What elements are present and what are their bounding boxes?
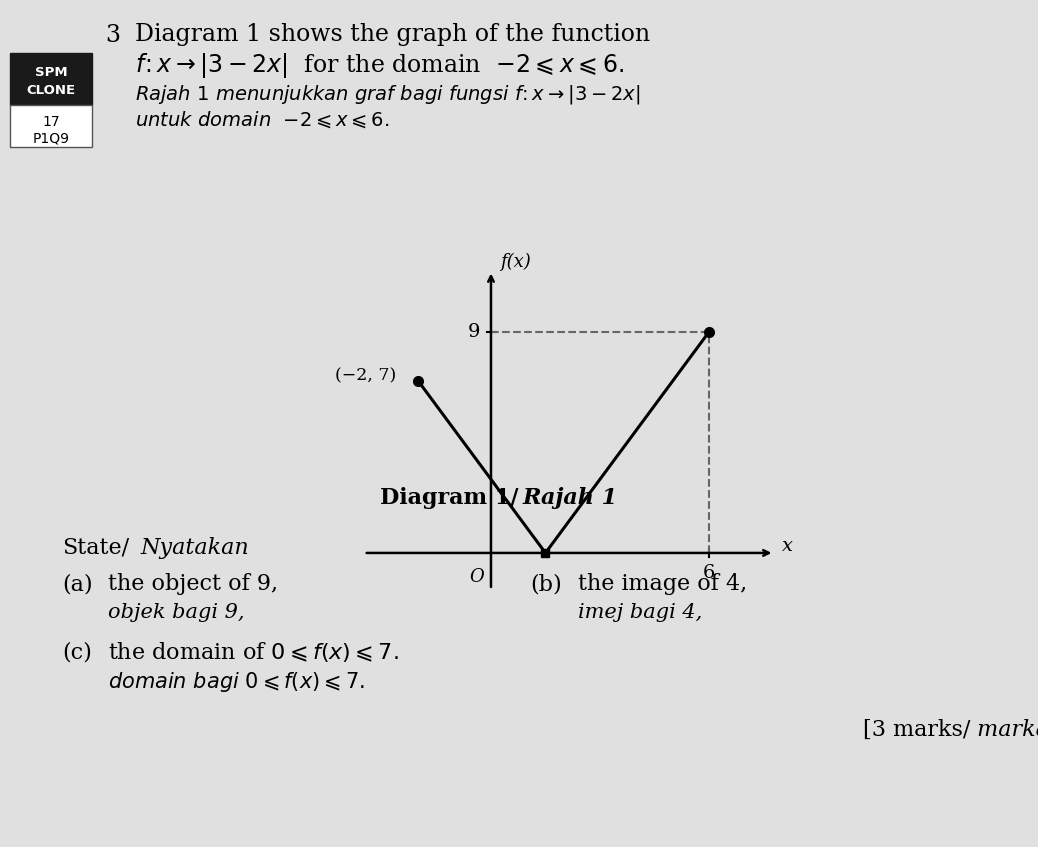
Text: P1Q9: P1Q9 [32, 131, 70, 145]
Text: (−2, 7): (−2, 7) [335, 368, 397, 385]
Text: Diagram 1 shows the graph of the function: Diagram 1 shows the graph of the functio… [135, 24, 650, 47]
Text: [3 marks/: [3 marks/ [863, 719, 969, 741]
Text: SPM: SPM [34, 65, 67, 79]
Text: CLONE: CLONE [26, 84, 76, 97]
Text: Nyatakan: Nyatakan [140, 537, 249, 559]
Text: the domain of $0 \leqslant f(x) \leqslant 7.$: the domain of $0 \leqslant f(x) \leqslan… [108, 640, 399, 664]
Text: $\it{domain\ bagi}$ $0 \leqslant f(x) \leqslant 7.$: $\it{domain\ bagi}$ $0 \leqslant f(x) \l… [108, 670, 365, 694]
Text: O: O [469, 568, 484, 586]
Text: the image of 4,: the image of 4, [578, 573, 747, 595]
Text: f(x): f(x) [500, 252, 530, 270]
Bar [10, 53, 92, 105]
Text: Rajah 1: Rajah 1 [523, 487, 618, 509]
Text: $\it{Rajah\ 1\ menunjukkan\ graf\ bagi\ fungsi}$ $\it{f\!:x \rightarrow |3-2x|}$: $\it{Rajah\ 1\ menunjukkan\ graf\ bagi\ … [135, 84, 640, 107]
Text: objek bagi 9,: objek bagi 9, [108, 602, 245, 622]
Text: (c): (c) [62, 641, 92, 663]
Text: x: x [782, 537, 793, 555]
Text: the object of 9,: the object of 9, [108, 573, 278, 595]
Text: 9: 9 [467, 323, 480, 341]
Text: 17: 17 [43, 115, 60, 129]
Text: 3: 3 [105, 24, 120, 47]
Text: $f\!: x \rightarrow |3-2x|$  for the domain  $-2 \leqslant x \leqslant 6.$: $f\!: x \rightarrow |3-2x|$ for the doma… [135, 51, 624, 80]
Text: (a): (a) [62, 573, 92, 595]
Text: Diagram 1/: Diagram 1/ [381, 487, 519, 509]
Text: imej bagi 4,: imej bagi 4, [578, 602, 703, 622]
Text: State/: State/ [62, 537, 129, 559]
Text: 6: 6 [703, 563, 715, 582]
Text: $\it{untuk\ domain}$  $-2 \leqslant x \leqslant 6.$: $\it{untuk\ domain}$ $-2 \leqslant x \le… [135, 109, 389, 130]
Text: (b): (b) [530, 573, 562, 595]
Text: markah]: markah] [969, 719, 1038, 741]
Bar [10, 105, 92, 147]
